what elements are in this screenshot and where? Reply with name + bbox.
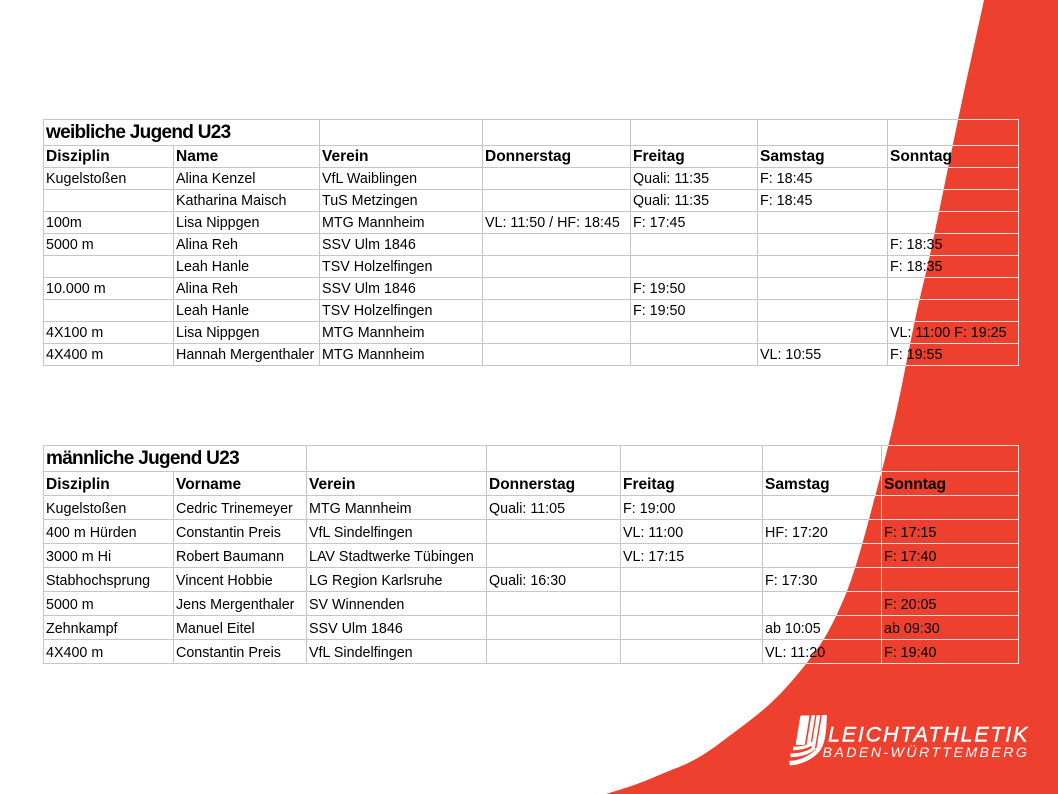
svg-text:BADEN-WÜRTTEMBERG: BADEN-WÜRTTEMBERG	[823, 743, 1030, 761]
svg-text:LEICHTATHLETIK: LEICHTATHLETIK	[828, 723, 1029, 747]
